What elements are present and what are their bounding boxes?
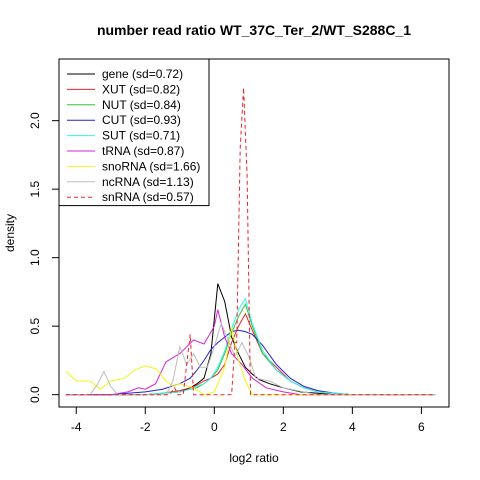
series-layer [65,87,436,396]
legend-label: XUT (sd=0.82) [102,82,180,96]
x-tick-label: 6 [418,420,425,434]
legend-label: tRNA (sd=0.87) [102,144,184,158]
x-tick-label: 2 [280,420,287,434]
series-line-3 [65,329,436,396]
x-tick-label: 4 [349,420,356,434]
legend: gene (sd=0.72)XUT (sd=0.82) NUT (sd=0.84)… [58,58,210,207]
x-tick-label: -4 [71,420,82,434]
x-axis-label: log2 ratio [229,451,279,465]
y-axis: 0.0 0.5 1.0 1.5 2.0 [28,112,60,403]
series-line-4 [65,297,436,396]
x-axis: -4 -2 0 2 4 6 [71,406,425,434]
legend-label: ncRNA (sd=1.13) [102,175,194,189]
y-tick-label: 1.0 [28,249,42,266]
y-tick-label: 2.0 [28,112,42,129]
y-tick-label: 0.5 [28,318,42,335]
y-tick-label: 0.0 [28,386,42,403]
legend-label: snRNA (sd=0.57) [102,190,194,204]
legend-label: gene (sd=0.72) [102,67,183,81]
y-tick-label: 1.5 [28,180,42,197]
series-line-7 [65,321,436,396]
legend-label: SUT (sd=0.71) [102,129,180,143]
legend-box [58,58,210,207]
y-axis-label: density [3,214,17,252]
x-tick-label: 0 [211,420,218,434]
chart-title: number read ratio WT_37C_Ter_2/WT_S288C_… [97,22,411,38]
legend-label: snoRNA (sd=1.66) [102,159,200,173]
legend-label: CUT (sd=0.93) [102,113,181,127]
legend-label: NUT (sd=0.84) [102,98,181,112]
x-tick-label: -2 [140,420,151,434]
